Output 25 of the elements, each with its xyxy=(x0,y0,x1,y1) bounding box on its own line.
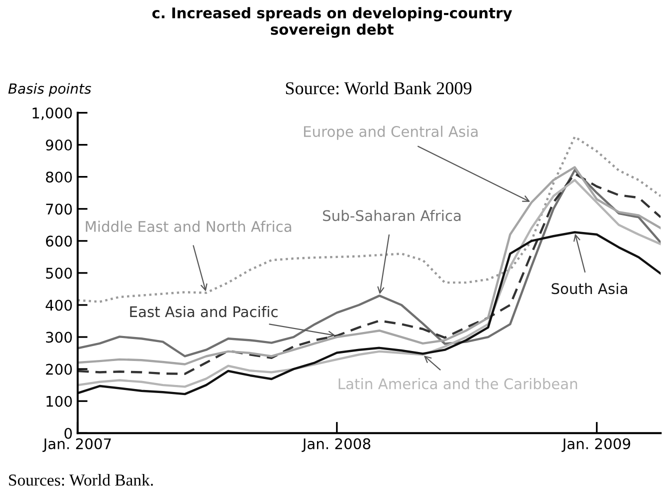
text: Europe and Central Asia xyxy=(304,126,478,140)
y-tick-label: 500 xyxy=(46,268,72,279)
series-label: South Asia xyxy=(552,282,628,294)
text: Sub-Saharan Africa xyxy=(322,210,460,222)
y-tick-label: 800 xyxy=(46,172,72,183)
source-note: Sources: World Bank. xyxy=(9,474,153,486)
y-tick-label: 1,000 xyxy=(32,107,72,120)
y-tick-label: 0 xyxy=(64,428,72,439)
line-series xyxy=(78,231,661,396)
x-tick-label: Jan. 2008 xyxy=(302,438,370,452)
y-tick-label: 900 xyxy=(46,140,72,151)
x-tick-label: Jan. 2009 xyxy=(562,438,630,452)
y-tick-label: 700 xyxy=(46,204,72,215)
y-axis-title: Basis points xyxy=(8,83,92,97)
series-label: Latin America and the Caribbean xyxy=(338,378,578,390)
series-label: Middle East and North Africa xyxy=(86,220,292,232)
y-tick-label: 600 xyxy=(46,236,72,247)
y-tick-label: 100 xyxy=(46,396,72,407)
chart-subtitle: Source: World Bank 2009 xyxy=(286,82,472,94)
y-tick-label: 400 xyxy=(46,300,72,311)
text: East Asia and Pacific xyxy=(130,306,278,318)
chart-title: c. Increased spreads on developing-country sovereign debt xyxy=(152,7,512,38)
y-tick-label: 200 xyxy=(46,364,72,375)
y-tick-label: 300 xyxy=(46,332,72,343)
x-tick-label: Jan. 2007 xyxy=(42,438,111,452)
